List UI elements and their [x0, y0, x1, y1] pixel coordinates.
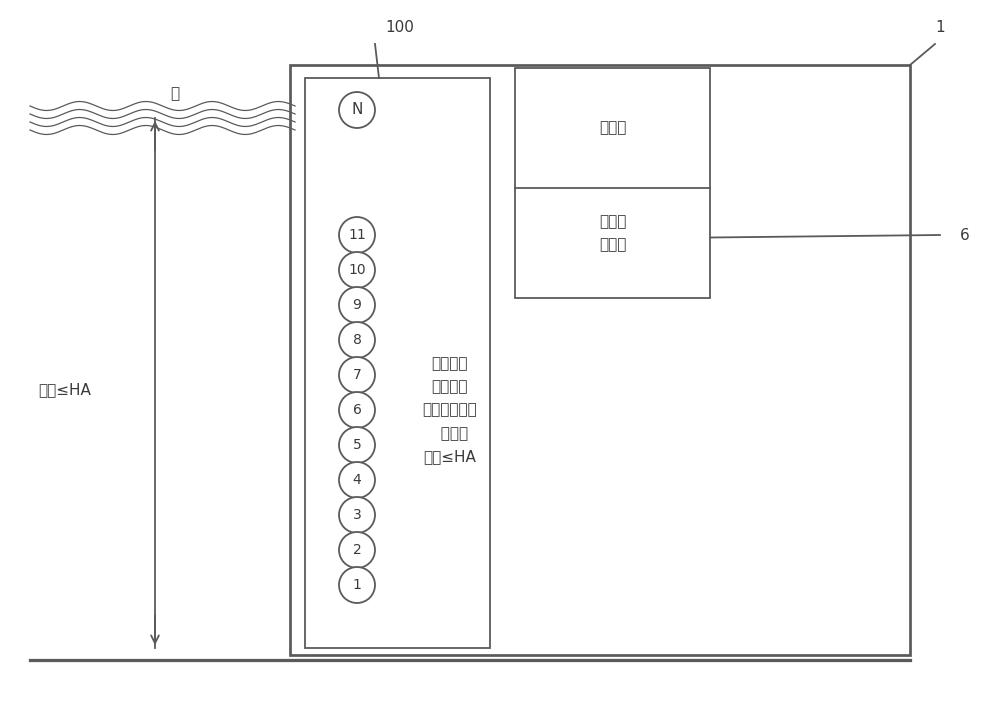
Text: 9: 9	[353, 298, 361, 312]
Circle shape	[339, 462, 375, 498]
Circle shape	[339, 497, 375, 533]
Text: 换能器: 换能器	[599, 121, 626, 135]
Circle shape	[339, 532, 375, 568]
Text: 水位≤HA: 水位≤HA	[39, 383, 91, 398]
Bar	[305, 78, 490, 648]
Text: 4: 4	[353, 473, 361, 487]
Circle shape	[339, 322, 375, 358]
Text: 7: 7	[353, 368, 361, 382]
Text: 超声波
传感器: 超声波 传感器	[599, 214, 626, 252]
Circle shape	[339, 567, 375, 603]
Bar	[290, 65, 910, 655]
Circle shape	[339, 427, 375, 463]
Circle shape	[339, 217, 375, 253]
Text: 1: 1	[935, 20, 945, 35]
Text: 电子水尺
测量区域
（含遇水监测
  模块）
水位≤HA: 电子水尺 测量区域 （含遇水监测 模块） 水位≤HA	[423, 356, 477, 465]
Text: N: N	[351, 102, 363, 118]
Bar	[515, 68, 710, 298]
Circle shape	[339, 392, 375, 428]
Text: 1: 1	[353, 578, 361, 592]
Circle shape	[339, 287, 375, 323]
Circle shape	[339, 357, 375, 393]
Text: 水: 水	[170, 87, 180, 102]
Text: 8: 8	[353, 333, 361, 347]
Text: 100: 100	[385, 20, 414, 35]
Text: 3: 3	[353, 508, 361, 522]
Text: 11: 11	[348, 228, 366, 242]
Text: 2: 2	[353, 543, 361, 557]
Text: 10: 10	[348, 263, 366, 277]
Text: 5: 5	[353, 438, 361, 452]
Circle shape	[339, 252, 375, 288]
Circle shape	[339, 92, 375, 128]
Text: 6: 6	[353, 403, 361, 417]
Text: 6: 6	[960, 228, 970, 243]
